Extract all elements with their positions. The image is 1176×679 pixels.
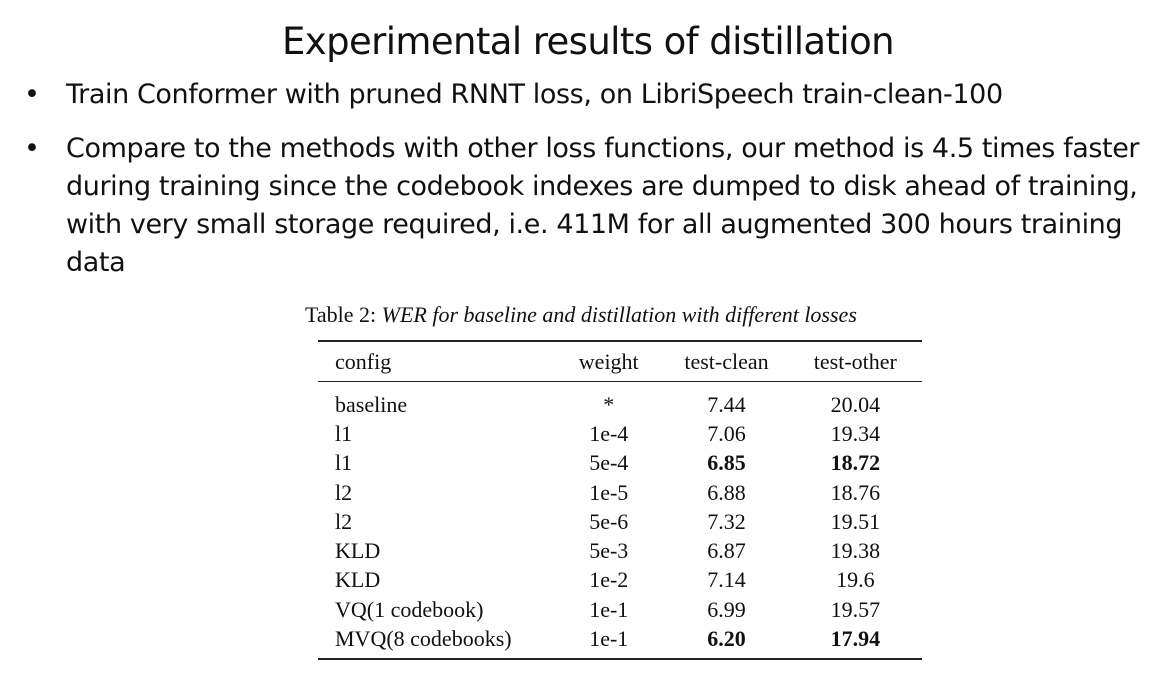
table-caption-text: WER for baseline and distillation with d… (381, 302, 857, 327)
cell-test-clean: 6.85 (707, 450, 746, 476)
cell-test-clean: 7.06 (707, 420, 746, 446)
table-header-row: config weight test-clean test-other (318, 342, 922, 382)
cell-config: KLD (335, 538, 381, 564)
results-table-container: config weight test-clean test-other base… (318, 340, 922, 660)
cell-test-clean: 7.44 (707, 391, 746, 417)
bullet-dot-icon: • (24, 133, 40, 164)
cell-config: l2 (335, 479, 353, 505)
cell-weight: * (603, 391, 615, 417)
bullet-dot-icon: • (24, 79, 40, 110)
cell-config: VQ(1 codebook) (335, 596, 484, 622)
cell-test-clean: 6.87 (707, 538, 746, 564)
cell-test-clean: 6.99 (707, 596, 746, 622)
table-row: KLD 1e-2 7.14 19.6 (318, 566, 922, 595)
cell-test-clean: 7.32 (707, 508, 746, 534)
cell-test-other: 19.57 (830, 596, 881, 622)
cell-weight: 1e-5 (589, 479, 629, 505)
column-header-test-other: test-other (788, 342, 922, 382)
slide-title: Experimental results of distillation (282, 20, 895, 63)
table-row: l1 5e-4 6.85 18.72 (318, 449, 922, 478)
cell-weight: 1e-2 (589, 567, 629, 593)
cell-weight: 5e-4 (589, 450, 629, 476)
cell-test-clean: 7.14 (707, 567, 746, 593)
bullet-list: • Train Conformer with pruned RNNT loss,… (0, 76, 1176, 282)
bullet-text: Compare to the methods with other loss f… (66, 133, 1140, 278)
table-row: baseline * 7.44 20.04 (318, 382, 922, 420)
bullet-item: • Compare to the methods with other loss… (0, 130, 1176, 282)
cell-config: MVQ(8 codebooks) (335, 626, 512, 652)
cell-config: baseline (335, 391, 408, 417)
cell-weight: 1e-4 (589, 420, 629, 446)
cell-test-other: 18.72 (830, 450, 881, 476)
cell-test-other: 19.38 (830, 538, 881, 564)
cell-config: l2 (335, 508, 353, 534)
table-row: KLD 5e-3 6.87 19.38 (318, 536, 922, 565)
table-row: l1 1e-4 7.06 19.34 (318, 419, 922, 448)
cell-weight: 5e-3 (589, 538, 629, 564)
cell-config: l1 (335, 450, 353, 476)
cell-test-clean: 6.88 (707, 479, 746, 505)
cell-config: KLD (335, 567, 381, 593)
table-caption-label: Table 2: (305, 302, 377, 327)
column-header-config: config (318, 342, 554, 382)
cell-test-other: 19.34 (830, 420, 881, 446)
table-row: l2 1e-5 6.88 18.76 (318, 478, 922, 507)
cell-test-other: 19.6 (836, 567, 875, 593)
results-table: config weight test-clean test-other base… (318, 342, 922, 658)
table-row: VQ(1 codebook) 1e-1 6.99 19.57 (318, 595, 922, 624)
cell-test-other: 17.94 (830, 626, 881, 652)
bullet-item: • Train Conformer with pruned RNNT loss,… (0, 76, 1176, 114)
cell-test-other: 18.76 (830, 479, 881, 505)
cell-test-clean: 6.20 (707, 626, 746, 652)
table-body: baseline * 7.44 20.04 l1 1e-4 7.06 19.34 l1 5e-4 6… (318, 382, 922, 658)
table-row: l2 5e-6 7.32 19.51 (318, 507, 922, 536)
column-header-test-clean: test-clean (664, 342, 789, 382)
cell-weight: 1e-1 (589, 596, 629, 622)
table-row: MVQ(8 codebooks) 1e-1 6.20 17.94 (318, 624, 922, 657)
column-header-weight: weight (553, 342, 665, 382)
table-caption: Table 2: WER for baseline and distillati… (305, 300, 857, 330)
cell-weight: 5e-6 (589, 508, 629, 534)
cell-test-other: 20.04 (830, 391, 881, 417)
cell-weight: 1e-1 (589, 626, 629, 652)
cell-config: l1 (335, 420, 353, 446)
cell-test-other: 19.51 (830, 508, 881, 534)
bullet-text: Train Conformer with pruned RNNT loss, o… (66, 79, 1003, 110)
